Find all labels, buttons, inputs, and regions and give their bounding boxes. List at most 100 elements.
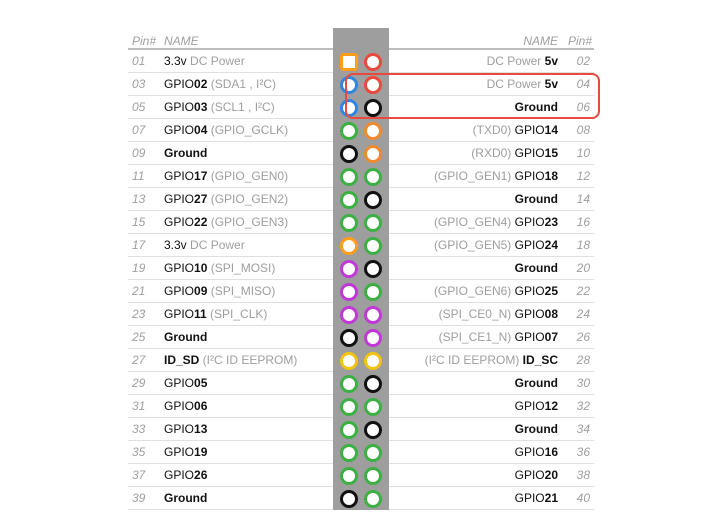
pin-num-right: 36: [564, 445, 594, 459]
pin-num-right: 06: [564, 100, 594, 114]
name-left: GPIO06: [158, 399, 333, 413]
name-left: GPIO03 (SCL1 , I²C): [158, 100, 333, 114]
pin-dot: [340, 467, 358, 485]
name-left: 3.3v DC Power: [158, 238, 333, 252]
pin-dot: [340, 260, 358, 278]
pin-num-right: 34: [564, 422, 594, 436]
name-left: GPIO26: [158, 468, 333, 482]
pin-dot-row: [333, 303, 389, 326]
name-right: GPIO16: [389, 445, 564, 459]
pin-dot: [364, 53, 382, 71]
name-left: GPIO09 (SPI_MISO): [158, 284, 333, 298]
pin-dot-row: [333, 50, 389, 73]
pin-dot-row: [333, 234, 389, 257]
pin-dot: [364, 191, 382, 209]
pin-dot: [364, 329, 382, 347]
pin-dot-row: [333, 487, 389, 510]
pin-dot-row: [333, 211, 389, 234]
name-left: ID_SD (I²C ID EEPROM): [158, 353, 333, 367]
name-right: GPIO21: [389, 491, 564, 505]
pin-dot-row: [333, 326, 389, 349]
name-left: GPIO10 (SPI_MOSI): [158, 261, 333, 275]
pin-num-right: 12: [564, 169, 594, 183]
pin-dot: [340, 306, 358, 324]
name-right: Ground: [389, 192, 564, 206]
pin-num-right: 38: [564, 468, 594, 482]
pin-num-left: 01: [128, 54, 158, 68]
pin-num-left: 21: [128, 284, 158, 298]
pin-num-left: 27: [128, 353, 158, 367]
pin-dot: [364, 168, 382, 186]
pin-num-right: 10: [564, 146, 594, 160]
name-right: (GPIO_GEN6) GPIO25: [389, 284, 564, 298]
name-right: (TXD0) GPIO14: [389, 123, 564, 137]
pin-dot: [340, 237, 358, 255]
pin-dots-layer: [333, 50, 389, 510]
pin-num-left: 19: [128, 261, 158, 275]
hdr-pin-left: Pin#: [128, 34, 158, 48]
name-right: Ground: [389, 261, 564, 275]
pin-num-left: 13: [128, 192, 158, 206]
pin-dot-row: [333, 464, 389, 487]
pin-dot: [364, 375, 382, 393]
pin-num-left: 15: [128, 215, 158, 229]
pin-num-left: 17: [128, 238, 158, 252]
pin-num-right: 26: [564, 330, 594, 344]
pin-num-right: 30: [564, 376, 594, 390]
pin-dot: [364, 490, 382, 508]
pin-num-right: 18: [564, 238, 594, 252]
pinout-body: 013.3v DC PowerDC Power 5v0203GPIO02 (SD…: [128, 50, 594, 510]
pin-num-left: 39: [128, 491, 158, 505]
pin-dot: [340, 53, 358, 71]
hdr-pin-right: Pin#: [564, 34, 594, 48]
pin-dot: [340, 490, 358, 508]
name-left: GPIO17 (GPIO_GEN0): [158, 169, 333, 183]
pin-dot: [364, 421, 382, 439]
pin-num-right: 02: [564, 54, 594, 68]
pin-dot: [364, 214, 382, 232]
pin-dot: [364, 283, 382, 301]
pin-dot: [364, 237, 382, 255]
pin-num-right: 14: [564, 192, 594, 206]
name-left: GPIO04 (GPIO_GCLK): [158, 123, 333, 137]
pin-dot: [364, 352, 382, 370]
pin-dot-row: [333, 165, 389, 188]
name-left: Ground: [158, 146, 333, 160]
pin-num-left: 09: [128, 146, 158, 160]
name-right: (GPIO_GEN4) GPIO23: [389, 215, 564, 229]
name-left: Ground: [158, 491, 333, 505]
pin-num-left: 07: [128, 123, 158, 137]
name-right: GPIO20: [389, 468, 564, 482]
pin-dot: [340, 352, 358, 370]
name-left: GPIO02 (SDA1 , I²C): [158, 77, 333, 91]
pin-num-right: 24: [564, 307, 594, 321]
name-right: Ground: [389, 100, 564, 114]
pin-num-left: 11: [128, 169, 158, 183]
pin-num-right: 28: [564, 353, 594, 367]
pin-dot: [364, 467, 382, 485]
pin-num-left: 05: [128, 100, 158, 114]
pin-num-left: 33: [128, 422, 158, 436]
pin-num-right: 40: [564, 491, 594, 505]
pin-dot: [340, 168, 358, 186]
pin-dot: [340, 283, 358, 301]
pin-dot: [340, 191, 358, 209]
pin-num-right: 32: [564, 399, 594, 413]
name-left: 3.3v DC Power: [158, 54, 333, 68]
name-left: Ground: [158, 330, 333, 344]
pin-num-left: 37: [128, 468, 158, 482]
pin-num-left: 03: [128, 77, 158, 91]
pin-num-left: 25: [128, 330, 158, 344]
name-right: Ground: [389, 422, 564, 436]
name-right: (RXD0) GPIO15: [389, 146, 564, 160]
name-right: (GPIO_GEN1) GPIO18: [389, 169, 564, 183]
name-left: GPIO05: [158, 376, 333, 390]
hdr-name-right: NAME: [389, 34, 564, 48]
pin-dot: [364, 444, 382, 462]
pin-dot: [340, 398, 358, 416]
pin-dot-row: [333, 142, 389, 165]
pin-dot: [364, 122, 382, 140]
name-left: GPIO11 (SPI_CLK): [158, 307, 333, 321]
pin-dot-row: [333, 418, 389, 441]
pin-dot: [340, 375, 358, 393]
